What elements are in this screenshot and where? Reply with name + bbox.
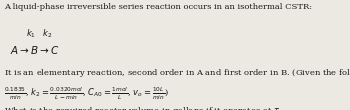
Text: What is the required reactor volume in gallons if it operates at $\tau_{opt}$.: What is the required reactor volume in g… bbox=[4, 106, 292, 110]
Text: A liquid-phase irreversible series reaction occurs in an isothermal CSTR:: A liquid-phase irreversible series react… bbox=[4, 3, 312, 11]
Text: It is an elementary reaction, second order in A and first order in B. (Given the: It is an elementary reaction, second ord… bbox=[4, 66, 350, 79]
Text: $A \rightarrow B \rightarrow C$: $A \rightarrow B \rightarrow C$ bbox=[10, 44, 60, 56]
Text: $\frac{0.1835}{min}$, $k_2 = \frac{0.0320mol}{L-min}$, $C_{A0} = \frac{1mol}{L}$: $\frac{0.1835}{min}$, $k_2 = \frac{0.032… bbox=[4, 86, 169, 102]
Text: $k_1 \quad k_2$: $k_1 \quad k_2$ bbox=[26, 28, 53, 40]
